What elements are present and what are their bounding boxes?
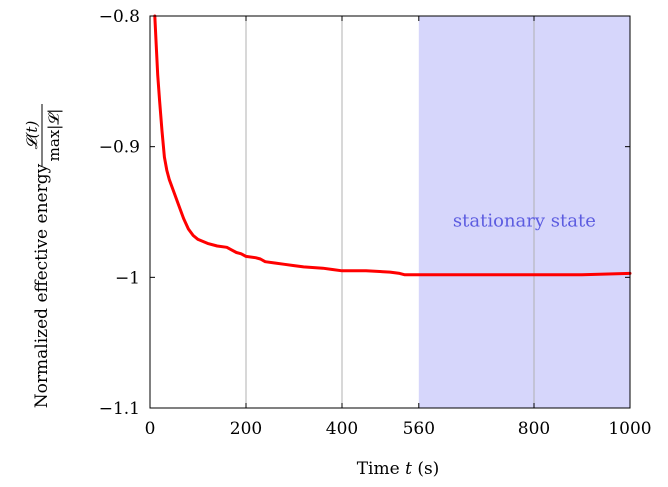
axis-ticks: 0 200 400 560 800 1000 −1.1 −1 −0.9 −0.8	[99, 7, 652, 439]
plot-frame	[149, 15, 631, 409]
stationary-state-region	[418, 16, 630, 408]
y-tick-label: −0.9	[99, 138, 140, 158]
x-tick-label: 400	[326, 419, 358, 439]
x-tick-label: 0	[145, 419, 156, 439]
y-axis-label-denominator: max|𝓛|	[45, 109, 63, 162]
x-tick-label: 800	[518, 419, 550, 439]
x-axis-label: Time t (s)	[357, 459, 440, 479]
x-tick-label: 200	[230, 419, 262, 439]
x-tick-label: 1000	[608, 419, 651, 439]
y-axis-label: Normalized effective energy 𝓛(t) max|𝓛|	[23, 104, 63, 408]
y-axis-label-numerator: 𝓛(t)	[23, 121, 41, 150]
grid-lines	[245, 16, 535, 408]
x-tick-label: 560	[403, 419, 435, 439]
y-tick-label: −1	[115, 268, 140, 288]
y-axis-label-text: Normalized effective energy	[32, 163, 52, 408]
y-tick-label: −0.8	[99, 7, 140, 27]
energy-series-line	[153, 14, 632, 277]
y-tick-label: −1.1	[99, 399, 140, 419]
stationary-state-label: stationary state	[453, 210, 596, 231]
